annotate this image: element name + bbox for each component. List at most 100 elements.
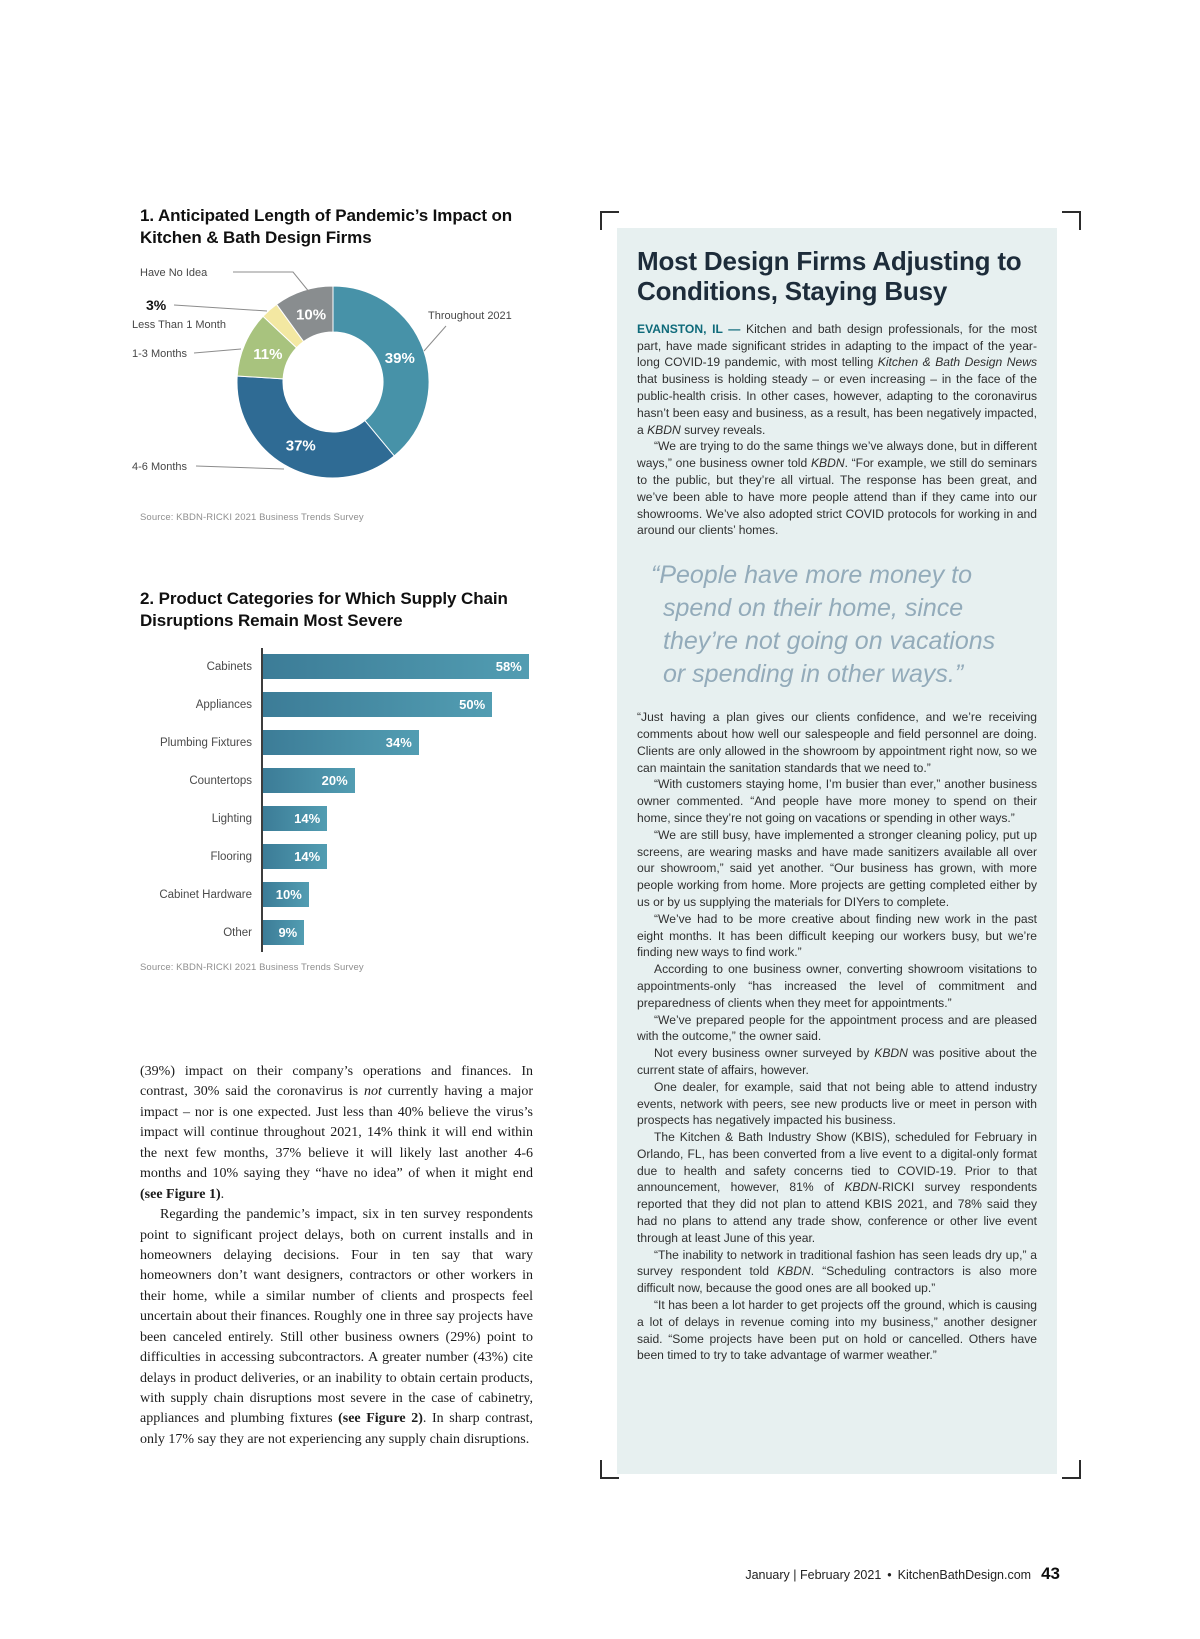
callout-leader-line <box>173 304 268 311</box>
bar-row: Plumbing Fixtures 34% <box>140 723 538 762</box>
callout-leader-line <box>233 271 311 293</box>
bar-row: Flooring 14% <box>140 837 538 876</box>
paragraphs-before-quote: “We are trying to do the same things we’… <box>637 438 1037 539</box>
article-headline: Most Design Firms Adjusting to Condition… <box>637 246 1022 307</box>
bar-value-label: 34% <box>385 735 412 750</box>
donut-segment <box>236 374 395 478</box>
donut-value-label: 10% <box>296 306 326 323</box>
left-article: (39%) impact on their company’s operatio… <box>140 1062 533 1450</box>
donut-segment <box>275 284 334 342</box>
bar-value-label: 58% <box>495 659 522 674</box>
article-body: EVANSTON, IL — Kitchen and bath design p… <box>637 321 1037 1364</box>
callout-leader-line <box>195 465 285 469</box>
figure-2-title: 2. Product Categories for Which Supply C… <box>140 589 508 630</box>
bar-track: 50% <box>261 685 538 724</box>
corner-bracket-bottom-right-icon <box>1062 1460 1081 1479</box>
donut-callout-label: 3% <box>146 297 167 313</box>
bar-value-label: 14% <box>294 811 321 826</box>
bar-fill: 34% <box>263 730 419 755</box>
callout-leader-line <box>193 348 242 353</box>
paragraph: “The inability to network in traditional… <box>637 1247 1037 1296</box>
paragraph: Regarding the pandemic’s impact, six in … <box>140 1207 533 1447</box>
paragraph: “We are still busy, have implemented a s… <box>637 827 1037 909</box>
bar-fill: 10% <box>263 882 309 907</box>
page-footer: January | February 2021 • KitchenBathDes… <box>745 1564 1060 1584</box>
bar-category-label: Cabinet Hardware <box>159 888 252 901</box>
bar-value-label: 9% <box>278 925 298 940</box>
bar-fill: 20% <box>263 768 355 793</box>
bar-value-label: 20% <box>321 773 348 788</box>
paragraph: “It has been a lot harder to get project… <box>637 1298 1037 1363</box>
paragraph: “With customers staying home, I’m busier… <box>637 777 1037 825</box>
bar-track: 9% <box>261 913 538 952</box>
bar-track: 20% <box>261 761 538 800</box>
corner-bracket-bottom-left-icon <box>600 1460 619 1479</box>
donut-callout-label: Throughout 2021 <box>428 310 512 322</box>
bar-row: Cabinet Hardware 10% <box>140 875 538 914</box>
bar-fill: 9% <box>263 920 305 945</box>
bar-chart: Cabinets 58% Appliances 50% Plumbing Fixture… <box>140 647 538 952</box>
bar-track: 14% <box>261 837 538 876</box>
callout-leader-line <box>423 325 447 351</box>
donut-segment <box>332 284 430 457</box>
bar-fill: 14% <box>263 806 328 831</box>
donut-chart-wrap: 39% 37% 11% 10% Have No Idea 3% Less Than 1 Mo… <box>130 262 530 502</box>
bar-category-label: Other <box>223 926 252 939</box>
bar-category-label: Countertops <box>189 774 252 787</box>
bar-track: 58% <box>261 647 538 686</box>
bar-fill: 50% <box>263 692 493 717</box>
website-text: KitchenBathDesign.com <box>897 1568 1032 1582</box>
donut-chart: 39% 37% 11% 10% Have No Idea 3% Less Than 1 Mo… <box>132 267 512 478</box>
left-article-paragraphs: (39%) impact on their company’s operatio… <box>140 1062 533 1450</box>
paragraph: “Just having a plan gives our clients co… <box>637 710 1037 775</box>
paragraph: Not every business owner surveyed by KBD… <box>637 1046 1037 1077</box>
bar-row: Other 9% <box>140 913 538 952</box>
bar-track: 14% <box>261 799 538 838</box>
bar-category-label: Plumbing Fixtures <box>159 736 252 749</box>
issue-date: January | February 2021 <box>745 1568 882 1582</box>
donut-value-label: 11% <box>253 345 282 362</box>
bar-category-label: Appliances <box>195 698 252 711</box>
figure-2: 2. Product Categories for Which Supply C… <box>140 588 540 973</box>
donut-value-label: 37% <box>286 437 316 454</box>
page-number: 43 <box>1041 1564 1060 1583</box>
paragraph: “We’ve prepared people for the appointme… <box>637 1012 1037 1044</box>
intro-paragraph: EVANSTON, IL — Kitchen and bath design p… <box>637 321 1037 439</box>
figure-1-source: Source: KBDN-RICKI 2021 Business Trends … <box>140 511 364 523</box>
donut-callout-label: Have No Idea <box>140 267 208 279</box>
bar-fill: 14% <box>263 844 328 869</box>
donut-value-label: 39% <box>385 349 415 366</box>
bar-value-label: 10% <box>275 887 302 902</box>
paragraphs-after-quote: “Just having a plan gives our clients co… <box>637 709 1037 1364</box>
corner-bracket-top-left-icon <box>600 211 619 230</box>
bar-category-label: Lighting <box>211 812 252 825</box>
paragraph: (39%) impact on their company’s operatio… <box>140 1064 533 1202</box>
paragraph: “We’ve had to be more creative about fin… <box>637 911 1037 960</box>
bar-row: Cabinets 58% <box>140 647 538 686</box>
bar-value-label: 50% <box>459 697 486 712</box>
bar-category-label: Flooring <box>210 850 252 863</box>
footer-bullet-icon: • <box>887 1568 892 1582</box>
bar-fill: 58% <box>263 654 529 679</box>
article-panel: Most Design Firms Adjusting to Condition… <box>617 228 1057 1474</box>
pull-quote: “People have more money to spend on thei… <box>651 561 996 689</box>
figure-1: 1. Anticipated Length of Pandemic’s Impa… <box>132 205 540 523</box>
dateline: EVANSTON, IL — <box>637 321 747 336</box>
bar-row: Lighting 14% <box>140 799 538 838</box>
bar-row: Appliances 50% <box>140 685 538 724</box>
corner-bracket-top-right-icon <box>1062 211 1081 230</box>
donut-callout-label: Less Than 1 Month <box>132 319 226 331</box>
bar-category-label: Cabinets <box>206 660 252 673</box>
donut-callout-label: 1-3 Months <box>132 348 188 360</box>
paragraph: According to one business owner, convert… <box>637 962 1037 1010</box>
paragraph: The Kitchen & Bath Industry Show (KBIS),… <box>637 1130 1038 1245</box>
bar-track: 10% <box>261 875 538 914</box>
figure-2-source: Source: KBDN-RICKI 2021 Business Trends … <box>140 961 364 973</box>
bar-row: Countertops 20% <box>140 761 538 800</box>
donut-callout-label: 4-6 Months <box>132 461 188 473</box>
figure-1-title: 1. Anticipated Length of Pandemic’s Impa… <box>140 206 513 247</box>
bar-track: 34% <box>261 723 538 762</box>
bar-value-label: 14% <box>294 849 321 864</box>
paragraph: “We are trying to do the same things we’… <box>637 439 1037 538</box>
